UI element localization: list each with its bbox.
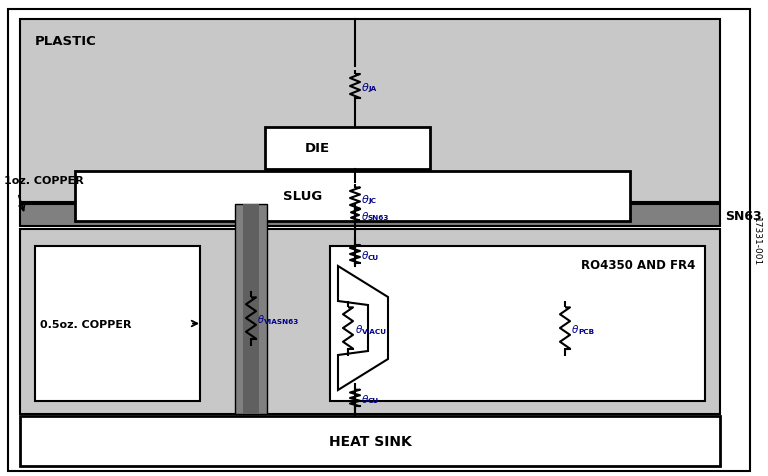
Text: PCB: PCB [578,328,594,334]
Bar [20,20,720,203]
Text: $\theta$: $\theta$ [361,193,369,205]
Bar [20,205,720,227]
Text: $\theta$: $\theta$ [571,322,579,334]
Text: DIE: DIE [305,142,330,155]
Text: $\theta$: $\theta$ [361,81,369,93]
Bar [235,205,267,414]
Text: SN63: SN63 [368,215,389,221]
Text: CU: CU [368,254,379,260]
Polygon shape [338,267,388,390]
Text: CU: CU [368,397,379,404]
Text: $\theta$: $\theta$ [355,322,363,334]
Text: $\theta$: $\theta$ [361,209,369,221]
Text: SN63: SN63 [725,209,762,222]
Text: SLUG: SLUG [283,190,322,203]
Bar [243,205,259,414]
Bar [35,247,200,401]
Text: VIACU: VIACU [362,328,387,334]
Text: RO4350 AND FR4: RO4350 AND FR4 [581,258,695,271]
Bar [20,229,720,414]
Bar [75,172,630,221]
Text: HEAT SINK: HEAT SINK [329,434,412,448]
Text: VIASN63: VIASN63 [264,318,300,324]
Text: PLASTIC: PLASTIC [35,35,97,48]
Text: JA: JA [368,86,376,92]
Text: $\theta$: $\theta$ [257,312,265,324]
Bar [20,416,720,466]
Text: 1oz. COPPER: 1oz. COPPER [4,176,84,186]
Bar [265,128,430,169]
Text: 17331-001: 17331-001 [752,217,760,266]
Text: JC: JC [368,198,376,204]
Bar [330,247,705,401]
Text: $\theta$: $\theta$ [361,392,369,404]
Text: 0.5oz. COPPER: 0.5oz. COPPER [40,319,131,329]
Text: $\theta$: $\theta$ [361,248,369,260]
